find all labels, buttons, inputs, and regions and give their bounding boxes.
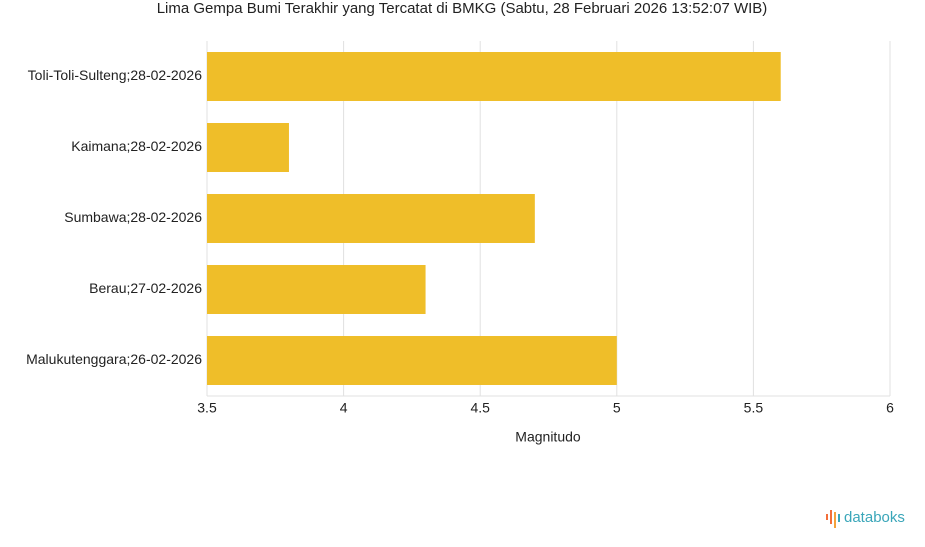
y-tick-label: Kaimana;28-02-2026 xyxy=(71,138,202,154)
x-axis-label: Magnitudo xyxy=(515,429,581,445)
x-tick-label: 5 xyxy=(613,400,621,416)
y-tick-label: Toli-Toli-Sulteng;28-02-2026 xyxy=(28,67,203,83)
bar xyxy=(207,194,535,243)
brand-name: databoks xyxy=(844,509,905,526)
x-tick-label: 5.5 xyxy=(744,400,764,416)
y-tick-label: Berau;27-02-2026 xyxy=(89,280,202,296)
bar xyxy=(207,265,426,314)
bar xyxy=(207,123,289,172)
x-tick-label: 4.5 xyxy=(470,400,490,416)
bar xyxy=(207,52,781,101)
y-tick-label: Sumbawa;28-02-2026 xyxy=(64,209,202,225)
chart-title: Lima Gempa Bumi Terakhir yang Tercatat d… xyxy=(157,0,768,17)
x-tick-label: 3.5 xyxy=(197,400,217,416)
x-tick-label: 6 xyxy=(886,400,894,416)
x-tick-label: 4 xyxy=(340,400,348,416)
bar xyxy=(207,336,617,385)
y-tick-label: Malukutenggara;26-02-2026 xyxy=(26,351,202,367)
brand-logo xyxy=(826,510,840,528)
